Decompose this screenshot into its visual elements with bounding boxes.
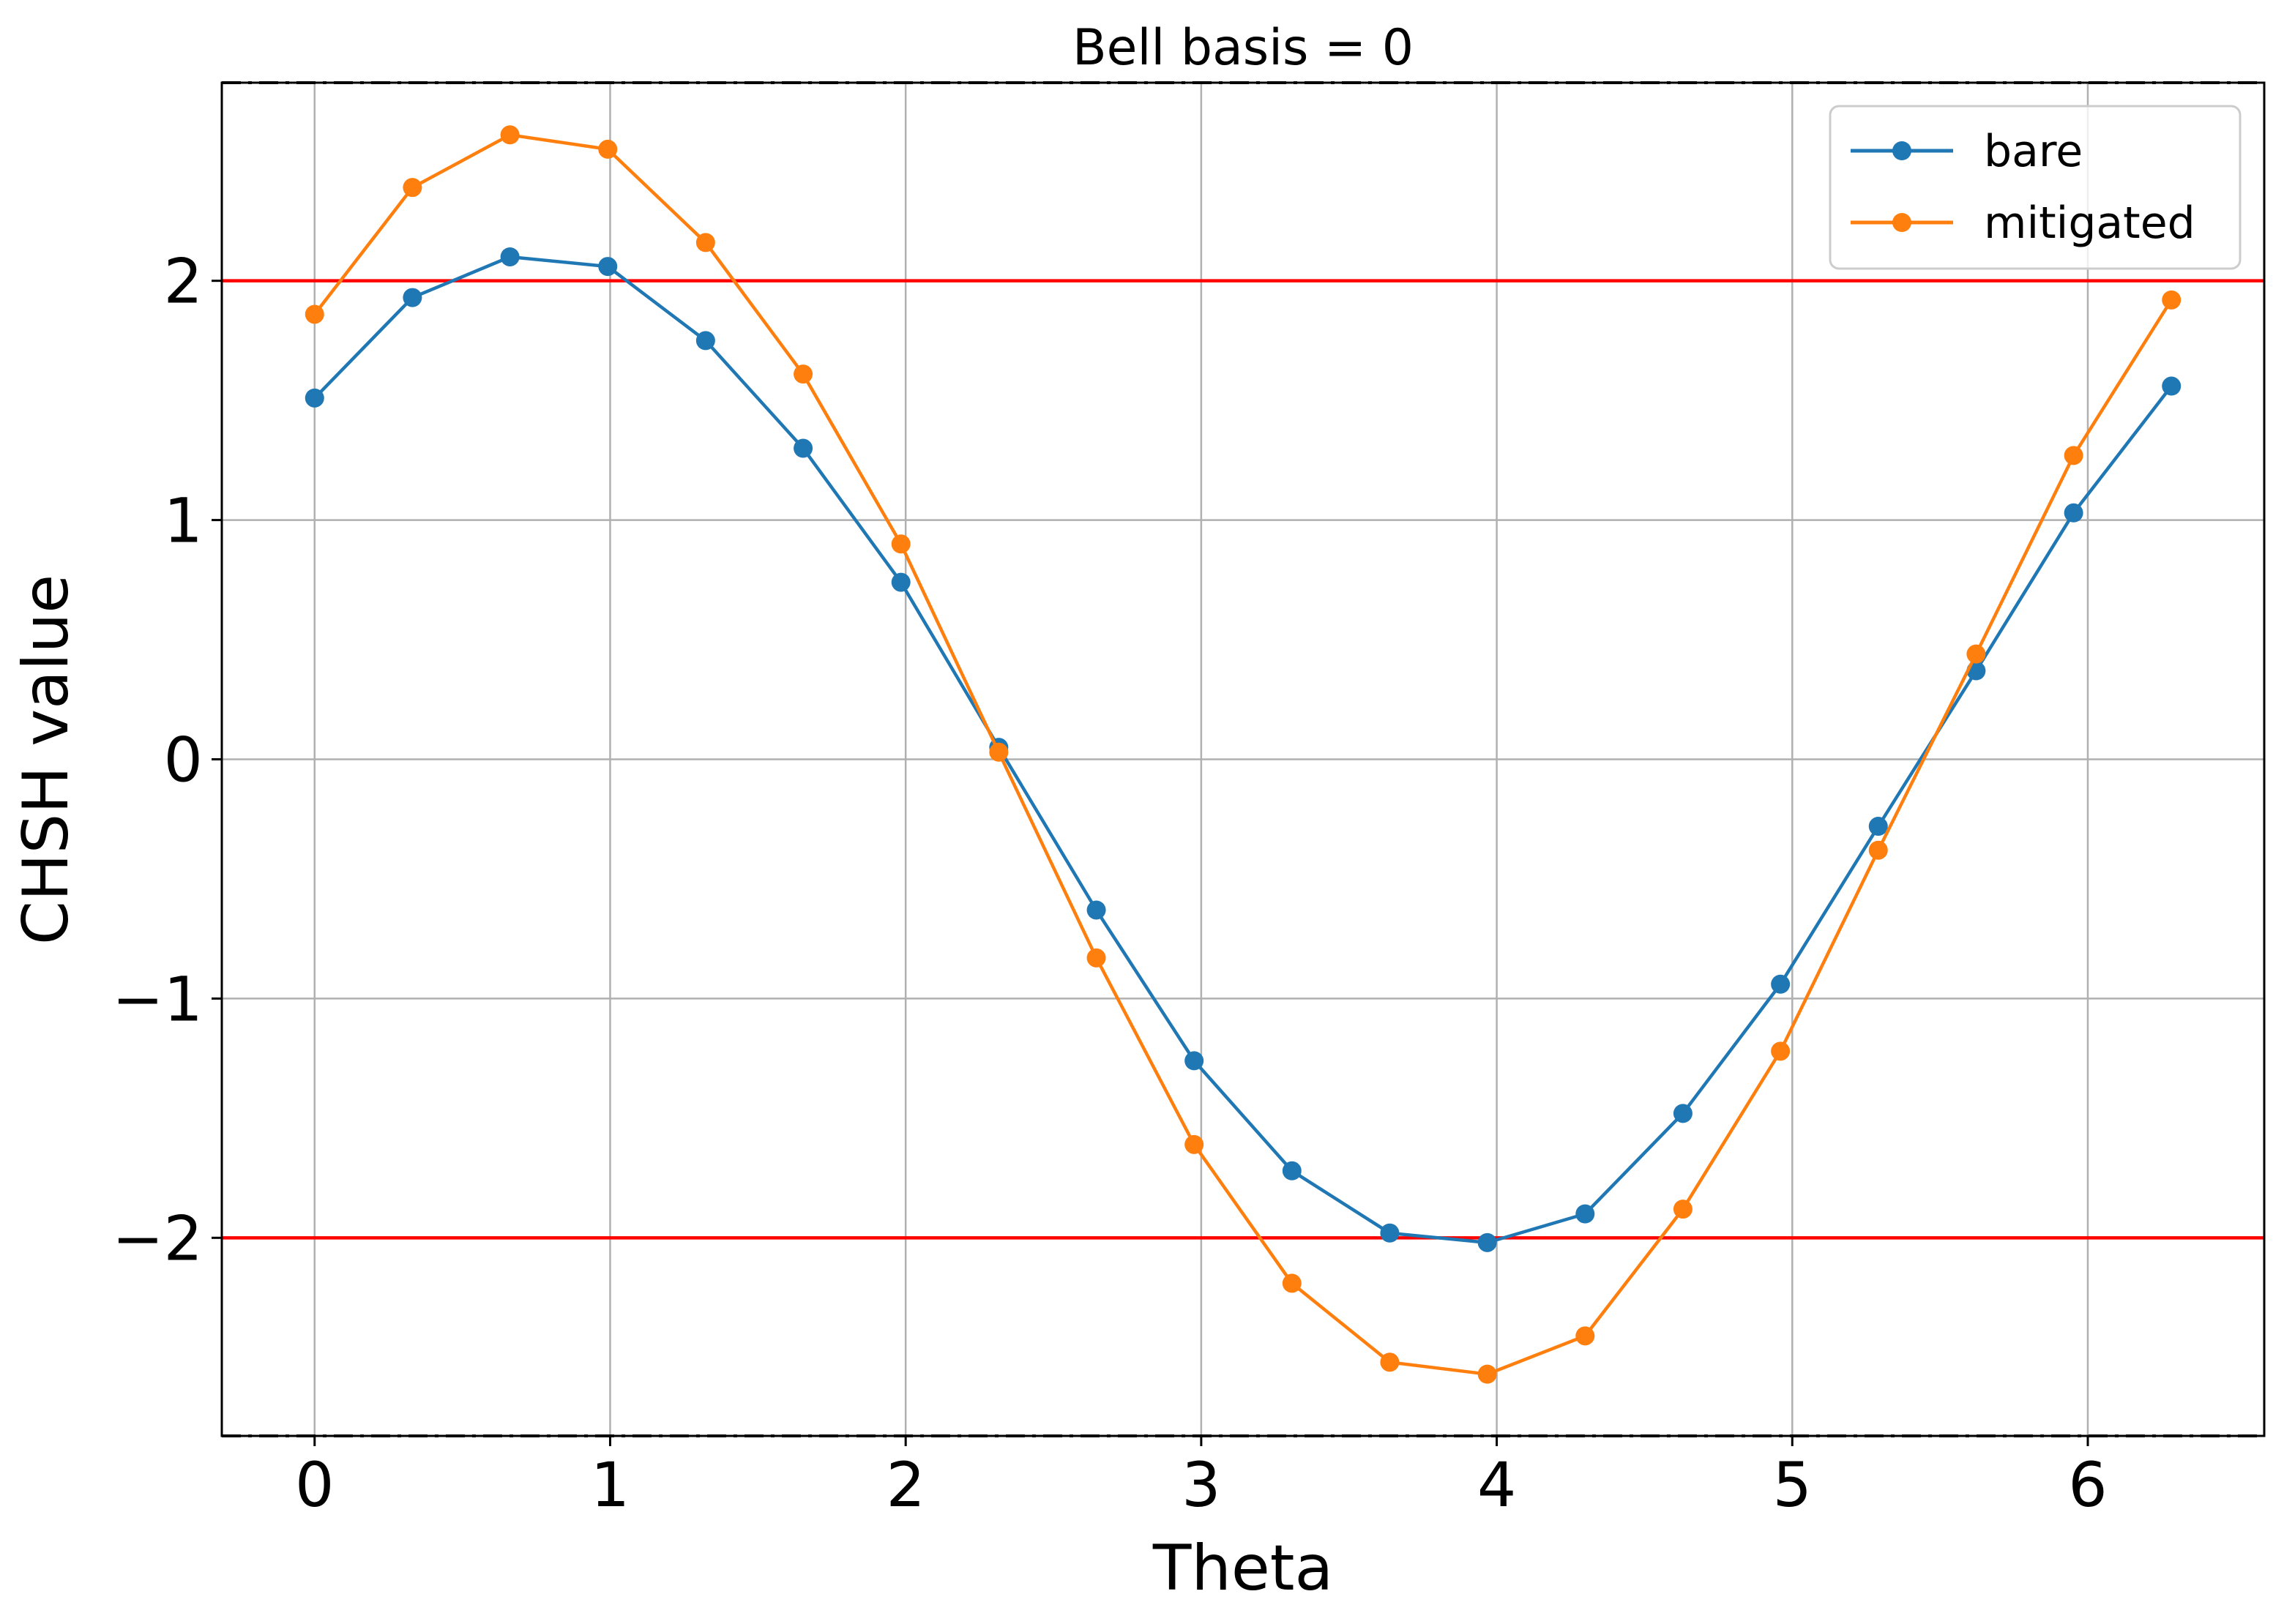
data-point-mitigated [2162, 290, 2182, 310]
data-point-mitigated [2064, 446, 2083, 465]
chart-title: Bell basis = 0 [1072, 19, 1414, 77]
x-tick-label: 0 [295, 1449, 334, 1521]
x-axis-label: Theta [1152, 1532, 1333, 1605]
x-tick-label: 5 [1773, 1449, 1812, 1521]
legend-label-mitigated: mitigated [1984, 198, 2195, 249]
legend-box [1829, 105, 2242, 270]
data-point-mitigated [1184, 1134, 1204, 1154]
data-point-bare [2162, 376, 2182, 396]
data-point-bare [1184, 1051, 1204, 1071]
data-point-mitigated [1282, 1273, 1302, 1293]
data-point-bare [403, 288, 422, 307]
data-point-bare [891, 572, 911, 592]
data-point-bare [2064, 503, 2083, 523]
y-tick-label: 0 [164, 725, 203, 796]
x-tick-label: 4 [1477, 1449, 1516, 1521]
data-point-mitigated [500, 125, 520, 145]
data-point-mitigated [1086, 948, 1106, 968]
data-point-bare [1673, 1104, 1693, 1123]
data-point-bare [598, 257, 618, 277]
data-point-mitigated [403, 178, 422, 198]
data-point-bare [1380, 1223, 1400, 1243]
legend-marker-bare [1892, 141, 1911, 160]
legend-label-bare: bare [1984, 126, 2083, 177]
legend-marker-mitigated [1892, 213, 1911, 232]
axis-ticks: 0 1 2 3 4 5 6 −2 −1 0 1 2 [112, 246, 2108, 1521]
data-point-mitigated [1477, 1364, 1497, 1384]
y-tick-label: 2 [164, 246, 203, 318]
data-point-mitigated [1575, 1326, 1595, 1346]
data-point-mitigated [891, 534, 911, 554]
data-point-bare [1282, 1161, 1302, 1180]
data-point-bare [305, 388, 324, 408]
data-point-mitigated [989, 742, 1009, 762]
data-point-mitigated [305, 304, 324, 324]
data-point-mitigated [598, 139, 618, 159]
x-tick-label: 6 [2068, 1449, 2107, 1521]
data-point-mitigated [1380, 1352, 1400, 1372]
data-point-bare [1575, 1204, 1595, 1224]
x-tick-label: 2 [886, 1449, 925, 1521]
series-line-mitigated [313, 133, 2173, 1376]
data-point-bare [1868, 817, 1888, 837]
data-point-mitigated [1673, 1200, 1693, 1219]
y-axis-label: CHSH value [10, 575, 83, 945]
data-point-mitigated [695, 233, 715, 252]
data-point-bare [794, 438, 813, 458]
series-layer [305, 125, 2182, 1384]
y-tick-label: −1 [112, 963, 203, 1035]
y-tick-label: −2 [112, 1202, 203, 1274]
data-point-mitigated [1966, 644, 1986, 664]
series-line-bare [313, 255, 2173, 1245]
data-point-bare [1477, 1232, 1497, 1252]
data-point-mitigated [1771, 1041, 1791, 1061]
data-point-mitigated [1868, 840, 1888, 860]
x-tick-label: 3 [1182, 1449, 1220, 1521]
legend: bare mitigated [1829, 105, 2242, 270]
y-tick-label: 1 [164, 485, 203, 557]
x-tick-label: 1 [591, 1449, 630, 1521]
data-point-bare [1086, 900, 1106, 920]
data-point-bare [1771, 974, 1791, 994]
data-point-bare [695, 331, 715, 351]
data-point-mitigated [794, 364, 813, 384]
data-point-bare [500, 247, 520, 266]
